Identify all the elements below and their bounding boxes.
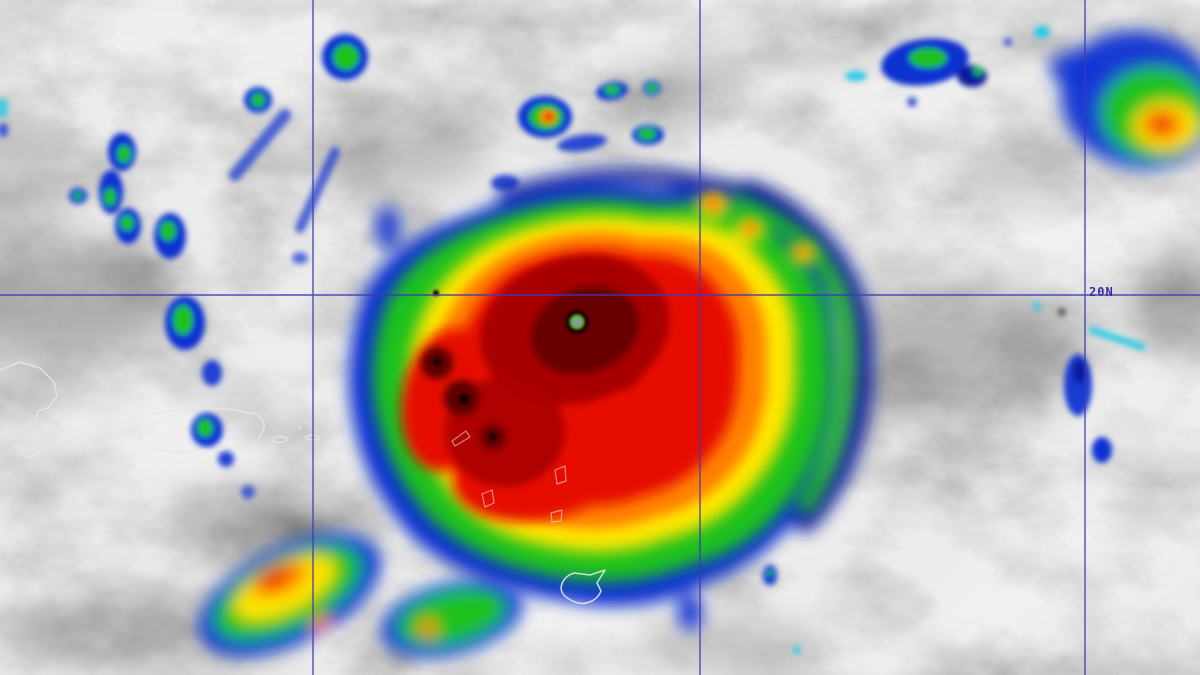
coastline-st-vincent <box>588 667 602 674</box>
coastline-puerto-rico <box>137 407 265 454</box>
scattered-convection-cells <box>0 26 1146 654</box>
coastline-hispaniola <box>0 361 58 436</box>
coastline-martinique <box>560 569 606 605</box>
hurricane-tail-band <box>199 534 523 658</box>
coastline-guadeloupe <box>481 489 495 508</box>
coastline-islet <box>329 449 335 455</box>
coastline-st-lucia <box>582 628 605 668</box>
hurricane <box>199 167 874 658</box>
coastlines <box>0 361 606 674</box>
coastline-islet-south <box>550 509 563 523</box>
latitude-label: 20N <box>1089 285 1114 299</box>
coastline-vieques <box>271 436 289 444</box>
coastline-dominica <box>554 465 567 485</box>
coastline-antigua <box>451 430 471 447</box>
coastline-st-croix <box>304 434 321 441</box>
coastline-saona <box>17 446 41 459</box>
hurricane-eye <box>565 310 589 334</box>
northeast-storm-cluster <box>1049 31 1200 169</box>
coastline-islet <box>297 425 303 431</box>
